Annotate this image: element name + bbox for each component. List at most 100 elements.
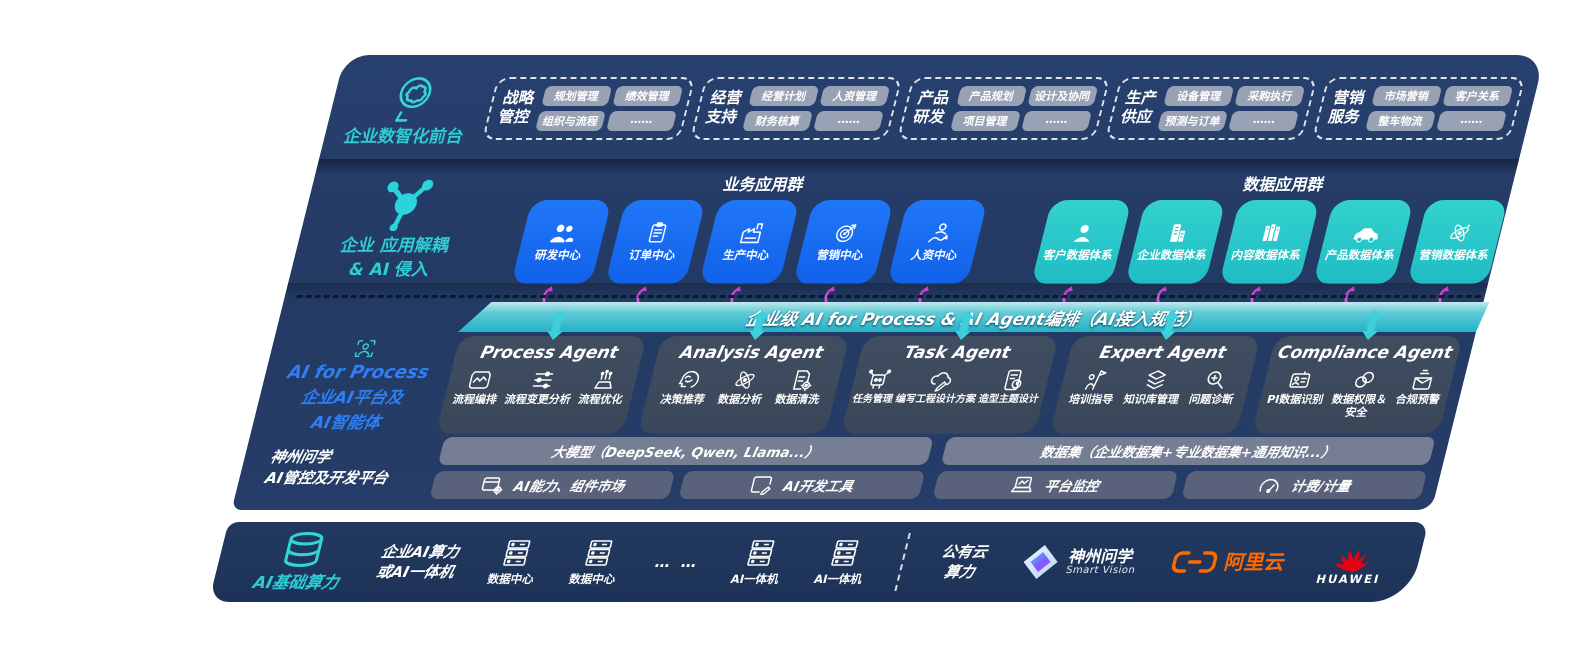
pill: 组织与流程 <box>534 110 606 131</box>
tool-component-market: AI能力、组件市场 <box>429 471 676 499</box>
pill: 规划管理 <box>541 85 613 106</box>
data-group-title: 数据应用群 <box>1241 175 1327 194</box>
pill: 绩效管理 <box>612 85 684 106</box>
capability: 培训指导 <box>1067 368 1121 407</box>
pill: …… <box>1021 110 1093 131</box>
group-title: 营销服务 <box>1326 88 1367 126</box>
huawei-logo-icon <box>1335 549 1369 573</box>
enterprise-compute-label: 企业AI算力 或AI一体机 <box>374 542 462 581</box>
vendor-shenzhou-wenxue: 神州问学 Smart Vision <box>1015 542 1142 582</box>
server-icon <box>503 539 531 566</box>
agent-title: Process Agent <box>478 343 621 363</box>
cloud-pen-icon <box>930 372 951 392</box>
app-groups: 业务应用群 研发中心 <box>480 171 1516 315</box>
sliders-icon <box>532 371 553 389</box>
model-bar: 大模型（DeepSeek, Qwen, Llama...） <box>437 437 934 465</box>
stage-icon <box>594 369 613 389</box>
robot-icon <box>868 369 891 389</box>
training-icon <box>1085 370 1107 390</box>
smart-vision-logo-icon <box>1023 545 1058 579</box>
brain-head-icon <box>395 77 432 123</box>
pill: 预测与订单 <box>1157 110 1229 131</box>
app-layer-label-line1: 企业 应用解耦 <box>338 236 452 256</box>
front-office-band: 企业数智化前台 战略管控 规划管理 绩效管理 组织与流程 …… 经营支持 <box>319 55 1545 161</box>
business-group-title: 业务应用群 <box>721 175 807 194</box>
tile-label: 生产中心 <box>721 248 771 263</box>
agent-task: Task Agent <box>840 310 1059 434</box>
business-app-group: 业务应用群 研发中心 <box>508 171 995 315</box>
id-card-icon <box>1289 371 1311 388</box>
app-layer-label-block: 企业 应用解耦 & AI 侵入 <box>285 171 511 297</box>
vendor-aliyun: 阿里云 <box>1170 550 1288 574</box>
pill: …… <box>813 110 885 131</box>
tile-label: 营销中心 <box>815 248 865 263</box>
group-title: 战略管控 <box>496 88 537 126</box>
tile-customer-data: 客户数据体系 <box>1030 200 1132 284</box>
agents-band: AI for Process 企业AI平台及 AI智能体 Process Age… <box>251 310 1475 434</box>
tool-billing: 计费/计量 <box>1181 471 1428 499</box>
server-icon <box>585 539 613 566</box>
tool-label: 计费/计量 <box>1289 479 1353 495</box>
gauge-icon <box>1259 478 1279 494</box>
skewed-panel-wrap: 企业数智化前台 战略管控 规划管理 绩效管理 组织与流程 …… 经营支持 <box>208 55 1545 602</box>
dashed-separator-line <box>296 295 1482 298</box>
ai-platform-label-line2: 企业AI平台及 <box>298 388 406 408</box>
infra-label: AI基础算力 <box>251 572 341 592</box>
tile-order-center: 订单中心 <box>604 200 706 284</box>
group-marketing: 营销服务 市场营销 客户关系 整车物流 …… <box>1312 76 1526 140</box>
tile-content-data: 内容数据体系 <box>1218 200 1320 284</box>
capability: 流程优化 <box>577 368 631 407</box>
agent-compliance: Compliance Agent <box>1251 310 1463 434</box>
datacenter-node: 数据中心 <box>486 538 544 587</box>
tile-product-data: 产品数据体系 <box>1312 200 1414 284</box>
dev-platform-label-line1: 神州问学 <box>268 448 334 466</box>
dataset-bar: 数据集（企业数据集+专业数据集+通用知识...） <box>940 437 1436 465</box>
capability: 问题诊断 <box>1188 368 1242 407</box>
pill: 项目管理 <box>950 110 1022 131</box>
tile-production-center: 生产中心 <box>698 200 800 284</box>
agent-title: Analysis Agent <box>677 343 826 363</box>
tile-label: 企业数据体系 <box>1135 248 1209 263</box>
datacenter-node: 数据中心 <box>568 538 626 587</box>
capability: PI数据识别 <box>1262 368 1331 419</box>
clipboard-icon <box>648 222 667 243</box>
tile-rd-center: 研发中心 <box>510 200 612 284</box>
agent-cards: Process Agent 流程编排 <box>435 310 1475 434</box>
front-office-groups: 战略管控 规划管理 绩效管理 组织与流程 …… 经营支持 经营计划 人资管理 <box>477 55 1545 161</box>
devtools-icon <box>750 476 773 495</box>
tile-label: 产品数据体系 <box>1323 248 1397 263</box>
molecule-icon <box>386 179 433 231</box>
tile-label: 订单中心 <box>627 248 677 263</box>
tile-label: 客户数据体系 <box>1041 248 1115 263</box>
ai-platform-label-line3: AI智能体 <box>309 412 383 432</box>
agent-process: Process Agent 流程编排 <box>435 310 648 434</box>
pill: …… <box>1436 110 1508 131</box>
diagnosis-icon <box>1207 371 1223 389</box>
group-product: 产品研发 产品规划 设计及协同 项目管理 …… <box>897 76 1111 140</box>
layers-icon <box>1146 370 1167 390</box>
capability: 编写工程设计方案 <box>894 368 983 406</box>
capability: 流程变更分析 <box>503 368 579 407</box>
mail-alert-icon <box>1412 369 1432 390</box>
ai-platform-label-block: AI for Process 企业AI平台及 AI智能体 <box>251 336 460 434</box>
group-supply: 生产供应 设备管理 采购执行 预测与订单 …… <box>1104 76 1319 140</box>
group-title: 经营支持 <box>703 88 745 126</box>
front-office-label: 企业数智化前台 <box>341 127 466 148</box>
updown-arrow-icon <box>954 310 974 340</box>
data-app-group: 数据应用群 客户数据体系 <box>1028 171 1515 315</box>
link-icon <box>1355 371 1375 388</box>
tool-label: 平台监控 <box>1042 479 1101 495</box>
team-icon <box>550 224 574 243</box>
capability: 知识库管理 <box>1122 368 1187 407</box>
doc-gear-icon <box>792 370 812 391</box>
head-idea-icon <box>678 370 699 388</box>
pill: 产品规划 <box>956 85 1028 106</box>
app-layer-label-line2: & AI 侵入 <box>346 260 432 281</box>
main-panel: 企业数智化前台 战略管控 规划管理 绩效管理 组织与流程 …… 经营支持 <box>231 55 1545 510</box>
atom-icon <box>735 371 755 389</box>
tile-marketing-center: 营销中心 <box>792 200 894 284</box>
target-icon <box>835 224 857 243</box>
app-layer-band: 企业 应用解耦 & AI 侵入 业务应用群 <box>285 171 1516 315</box>
capability: 数据分析 <box>716 368 770 407</box>
